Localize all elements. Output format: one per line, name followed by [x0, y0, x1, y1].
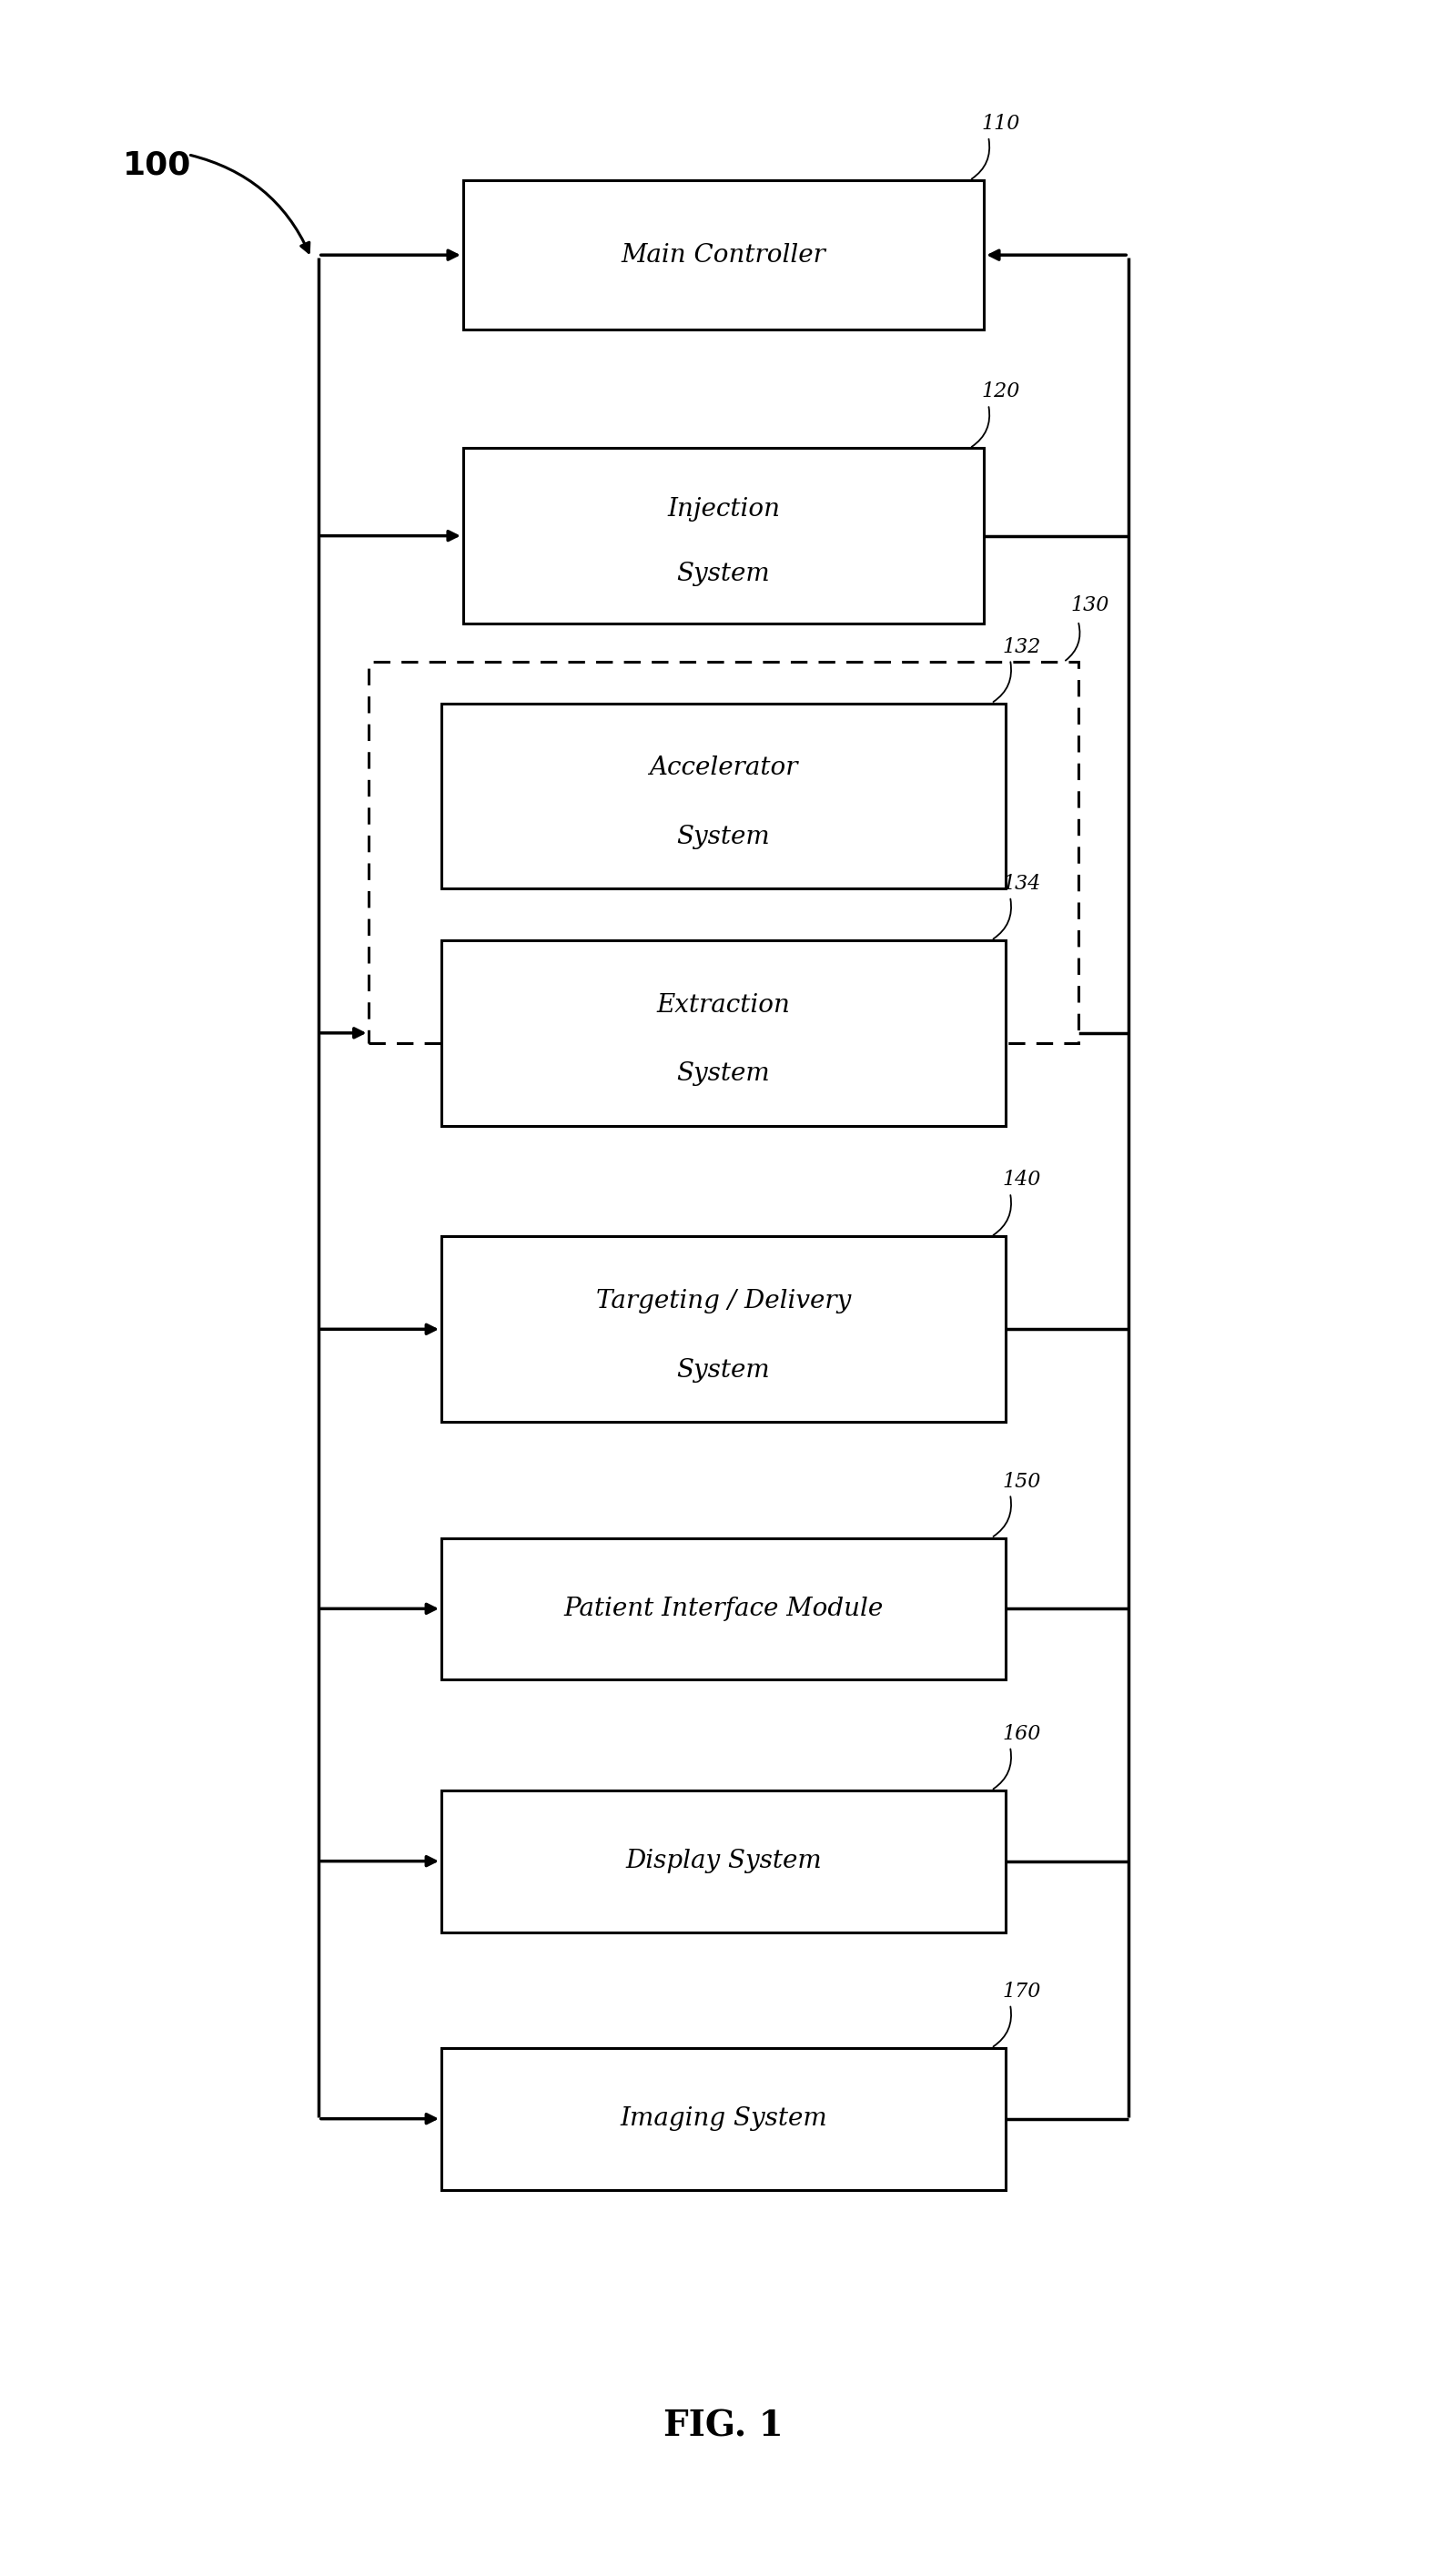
Text: Main Controller: Main Controller [621, 242, 826, 268]
Bar [441, 703, 1006, 889]
Bar [463, 448, 984, 623]
Bar [369, 662, 1078, 1043]
Bar [441, 1236, 1006, 1422]
Text: Accelerator: Accelerator [650, 755, 797, 781]
Bar [441, 2048, 1006, 2190]
Text: 160: 160 [1003, 1723, 1042, 1744]
Text: 140: 140 [1003, 1170, 1042, 1190]
Text: 150: 150 [1003, 1471, 1042, 1492]
Text: Display System: Display System [625, 1850, 822, 1873]
Bar [441, 1538, 1006, 1680]
Bar [441, 1790, 1006, 1932]
Text: FIG. 1: FIG. 1 [664, 2409, 783, 2445]
Text: System: System [677, 562, 770, 587]
Bar [441, 940, 1006, 1126]
Text: System: System [677, 1061, 770, 1087]
Text: Extraction: Extraction [657, 992, 790, 1018]
Text: 134: 134 [1003, 873, 1042, 894]
Text: Imaging System: Imaging System [619, 2107, 828, 2130]
Text: 110: 110 [981, 113, 1020, 134]
Text: 132: 132 [1003, 636, 1042, 657]
Text: Patient Interface Module: Patient Interface Module [564, 1597, 883, 1620]
Text: Targeting / Delivery: Targeting / Delivery [596, 1288, 851, 1314]
Text: Injection: Injection [667, 497, 780, 523]
Text: 120: 120 [981, 381, 1020, 402]
Text: 170: 170 [1003, 1981, 1042, 2002]
Text: System: System [677, 1358, 770, 1383]
Bar [463, 180, 984, 330]
Text: 130: 130 [1071, 595, 1110, 616]
Text: 100: 100 [123, 149, 191, 180]
Text: System: System [677, 824, 770, 850]
